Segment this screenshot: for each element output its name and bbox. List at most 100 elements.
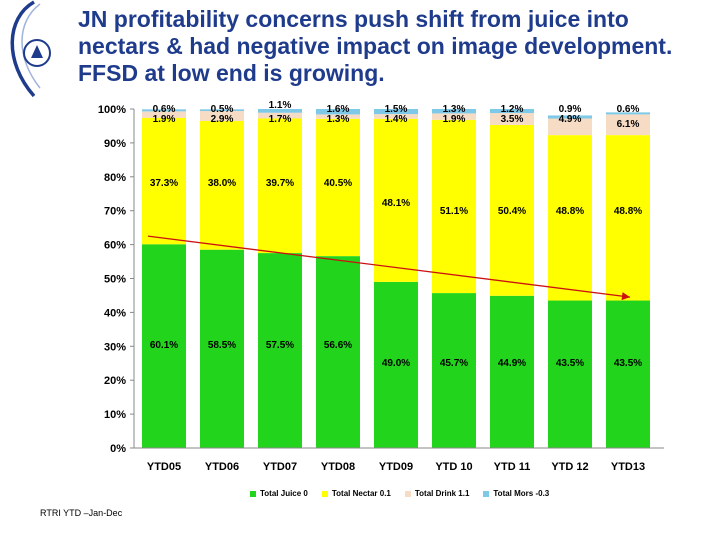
- x-tick-label: YTD13: [611, 461, 645, 473]
- data-label-drink: 4.9%: [559, 114, 582, 125]
- bar-segment-mors: [258, 109, 302, 113]
- data-label-nectar: 50.4%: [498, 206, 526, 217]
- data-label-mors: 0.6%: [153, 104, 176, 115]
- bar-segment-drink: [606, 114, 650, 136]
- data-label-juice: 44.9%: [498, 358, 526, 369]
- bar-segment-nectar: [490, 124, 534, 296]
- trend-line: [147, 235, 631, 298]
- data-label-mors: 1.5%: [385, 104, 408, 115]
- logo-swoosh-icon: [10, 0, 36, 98]
- bar-segment-mors: [374, 109, 418, 115]
- data-label-drink: 1.9%: [153, 114, 176, 125]
- data-label-mors: 1.3%: [443, 104, 466, 115]
- data-label-drink: 6.1%: [617, 119, 640, 130]
- data-label-mors: 0.6%: [617, 104, 640, 115]
- legend-item-drink: Total Drink 1.1: [404, 489, 470, 498]
- legend-item-mors: Total Mors -0.3: [483, 489, 549, 498]
- data-label-mors: 1.1%: [269, 100, 292, 111]
- bar-segment-mors: [548, 115, 592, 119]
- x-tick-label: YTD06: [205, 461, 239, 473]
- bar-segment-juice: [258, 253, 302, 448]
- bar-segment-mors: [432, 109, 476, 114]
- bar-segment-juice: [432, 293, 476, 448]
- y-tick-label: 70%: [104, 206, 126, 218]
- data-label-drink: 3.5%: [501, 114, 524, 125]
- y-tick-label: 50%: [104, 274, 126, 286]
- data-label-juice: 60.1%: [150, 340, 178, 351]
- bar-segment-juice: [316, 256, 360, 448]
- x-tick-label: YTD05: [147, 461, 181, 473]
- y-tick-label: 0%: [110, 443, 126, 455]
- data-label-juice: 58.5%: [208, 340, 236, 351]
- bar-segment-juice: [490, 295, 534, 448]
- bar-segment-juice: [142, 244, 186, 448]
- logo-mark-icon: [31, 45, 43, 58]
- logo-swoosh-inner-icon: [21, 3, 41, 89]
- y-tick-label: 100%: [98, 104, 126, 116]
- bar-segment-drink: [200, 111, 244, 121]
- data-label-drink: 1.4%: [385, 114, 408, 125]
- bar-segment-mors: [142, 109, 186, 112]
- data-label-nectar: 38.0%: [208, 178, 236, 189]
- legend-label-nectar: Total Nectar 0.1: [331, 489, 391, 498]
- data-label-nectar: 40.5%: [324, 178, 352, 189]
- legend-swatch-juice: [250, 490, 256, 497]
- bar-segment-nectar: [142, 117, 186, 245]
- bar-segment-nectar: [374, 118, 418, 282]
- legend-label-drink: Total Drink 1.1: [414, 489, 470, 498]
- bar-segment-drink: [432, 113, 476, 120]
- y-tick-label: 90%: [104, 138, 126, 150]
- trend-arrowhead-icon: [621, 292, 630, 301]
- data-label-mors: 1.2%: [501, 104, 524, 115]
- y-tick-label: 60%: [104, 240, 126, 252]
- data-label-drink: 1.7%: [269, 114, 292, 125]
- data-label-mors: 1.6%: [327, 104, 350, 115]
- slide-title: JN profitability concerns push shift fro…: [78, 6, 673, 86]
- bar-segment-nectar: [606, 135, 650, 301]
- x-tick-label: YTD 11: [494, 461, 531, 473]
- bar-segment-mors: [316, 109, 360, 115]
- y-axis: 0% 10% 20% 30% 40% 50% 60% 70% 80% 90% 100%: [98, 104, 135, 455]
- legend-swatch-drink: [404, 490, 411, 497]
- bar-segment-drink: [374, 114, 418, 119]
- data-label-nectar: 37.3%: [150, 178, 178, 189]
- data-label-juice: 49.0%: [382, 358, 410, 369]
- data-label-juice: 57.5%: [266, 340, 294, 351]
- legend-swatch-mors: [483, 490, 490, 497]
- bar-segment-nectar: [258, 118, 302, 254]
- bar-segment-nectar: [316, 118, 360, 257]
- bar-segment-juice: [606, 300, 650, 448]
- data-label-juice: 45.7%: [440, 358, 468, 369]
- x-tick-label: YTD07: [263, 461, 297, 473]
- data-label-juice: 43.5%: [614, 358, 642, 369]
- company-logo: [10, 0, 51, 98]
- bar-segment-drink: [316, 114, 360, 119]
- chart-legend: Total Juice 0 Total Nectar 0.1 Total Dri…: [250, 489, 549, 498]
- bar-segment-juice: [200, 249, 244, 448]
- bar-segment-mors: [200, 109, 244, 112]
- bar-segment-juice: [548, 300, 592, 448]
- legend-swatch-nectar: [321, 490, 328, 497]
- x-tick-label: YTD 10: [435, 461, 472, 473]
- data-label-drink: 1.3%: [327, 114, 350, 125]
- data-label-nectar: 39.7%: [266, 178, 294, 189]
- data-label-juice: 43.5%: [556, 358, 584, 369]
- legend-item-nectar: Total Nectar 0.1: [321, 489, 391, 498]
- x-tick-label: YTD09: [379, 461, 413, 473]
- data-label-mors: 0.9%: [559, 104, 582, 115]
- x-axis: YTD05 YTD06 YTD07 YTD08 YTD09 YTD 10 YTD 11 YTD…: [134, 447, 664, 473]
- bar-segment-nectar: [548, 135, 592, 301]
- y-tick-label: 20%: [104, 375, 126, 387]
- legend-label-mors: Total Mors -0.3: [493, 489, 550, 498]
- data-label-juice: 56.6%: [324, 340, 352, 351]
- bar-segment-mors: [490, 109, 534, 114]
- y-tick-label: 80%: [104, 172, 126, 184]
- data-label-mors: 0.5%: [211, 104, 234, 115]
- x-tick-label: YTD08: [321, 461, 355, 473]
- data-label-drink: 2.9%: [211, 114, 234, 125]
- data-labels: 60.1%37.3%1.9%0.6%58.5%38.0%2.9%0.5%57.5…: [150, 100, 642, 369]
- legend-label-juice: Total Juice 0: [260, 489, 308, 498]
- y-tick-label: 30%: [104, 341, 126, 353]
- data-label-nectar: 51.1%: [440, 206, 468, 217]
